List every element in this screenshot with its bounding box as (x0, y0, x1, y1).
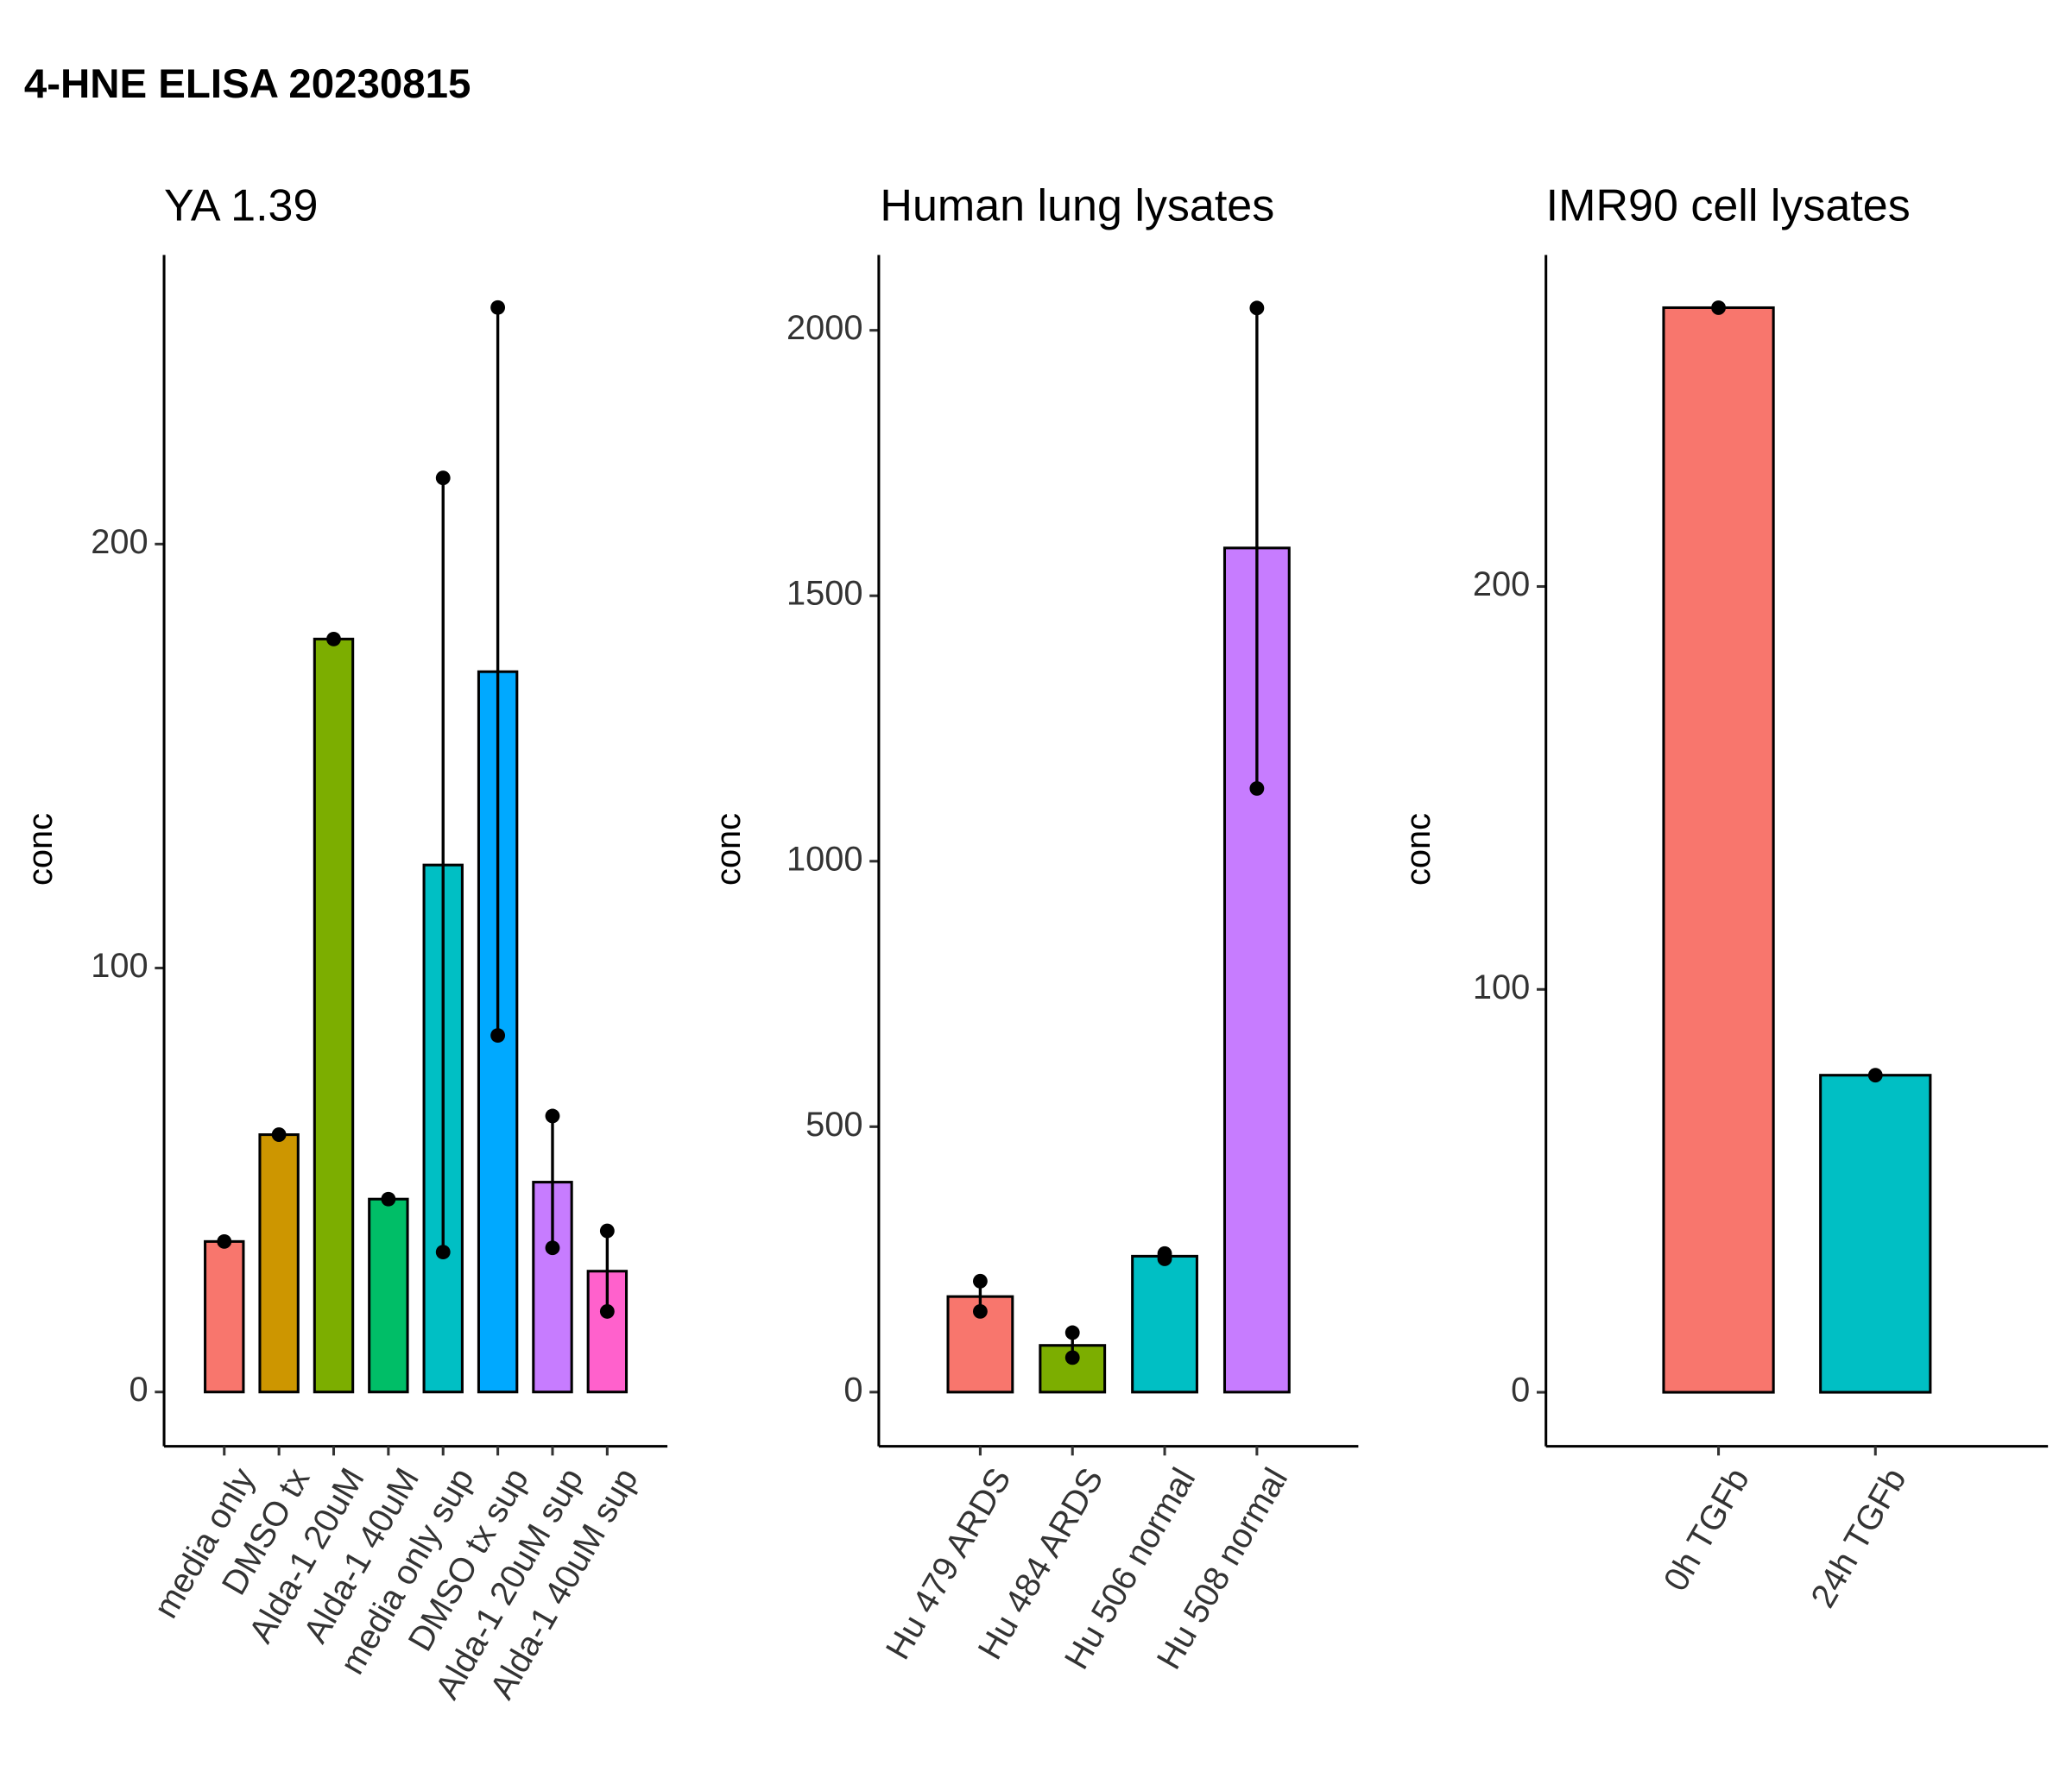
y-tick-label: 1000 (786, 840, 862, 878)
bar (258, 1133, 300, 1394)
y-tick-label: 500 (805, 1106, 862, 1144)
data-point (599, 1223, 615, 1239)
figure-title: 4-HNE ELISA 20230815 (24, 61, 471, 107)
y-tick-label: 0 (130, 1371, 148, 1409)
y-axis-label: conc (22, 813, 60, 886)
y-axis-label: conc (710, 813, 748, 886)
data-point (599, 1303, 615, 1319)
y-tick-label: 1500 (786, 575, 862, 613)
data-point (435, 470, 451, 486)
data-point (1249, 300, 1265, 316)
y-tick-label: 2000 (786, 309, 862, 347)
data-point (1064, 1350, 1080, 1365)
data-point (1249, 781, 1265, 796)
panel-title: YA 1.39 (164, 181, 318, 231)
data-point (972, 1273, 988, 1289)
y-tick-label: 0 (1511, 1372, 1530, 1409)
data-point (545, 1240, 560, 1256)
data-point (1064, 1325, 1080, 1340)
data-point (1867, 1068, 1883, 1083)
data-point (1711, 300, 1726, 315)
bar (313, 637, 355, 1394)
bar (1819, 1074, 1932, 1394)
bar (1131, 1254, 1198, 1394)
y-tick-label: 0 (843, 1371, 862, 1409)
data-point (545, 1108, 560, 1124)
y-tick-label: 100 (1473, 968, 1530, 1006)
data-point (1157, 1252, 1172, 1266)
bar (586, 1270, 629, 1394)
panel-title: IMR90 cell lysates (1546, 181, 1911, 231)
y-tick-label: 100 (91, 947, 148, 985)
data-point (271, 1127, 287, 1142)
data-point (381, 1191, 396, 1207)
y-tick-label: 200 (1473, 565, 1530, 603)
data-point (217, 1233, 232, 1249)
data-point (326, 631, 341, 646)
data-point (490, 1028, 506, 1044)
data-point (972, 1303, 988, 1319)
bar (1662, 306, 1775, 1394)
panel-title: Human lung lysates (880, 181, 1274, 231)
y-axis-label: conc (1399, 813, 1437, 886)
data-point (435, 1245, 451, 1260)
y-tick-label: 200 (91, 523, 148, 561)
data-point (490, 300, 506, 315)
bar (368, 1197, 409, 1394)
bar (204, 1239, 245, 1394)
